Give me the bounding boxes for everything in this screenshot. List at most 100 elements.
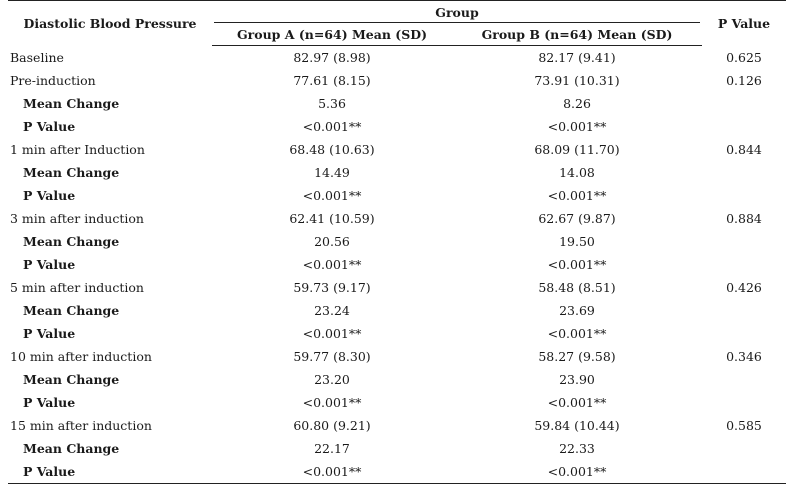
group-a-value: 77.61 (8.15) <box>293 73 371 88</box>
row-label: 10 min after induction <box>10 349 152 364</box>
group-b-value: <0.001** <box>547 257 607 272</box>
p-value <box>702 115 786 138</box>
p-value: 0.585 <box>726 418 762 433</box>
group-a-value: 82.97 (8.98) <box>293 50 371 65</box>
row-label: 3 min after induction <box>10 211 144 226</box>
group-a-value: <0.001** <box>302 188 362 203</box>
p-value <box>702 161 786 184</box>
group-b-value: 59.84 (10.44) <box>534 418 620 433</box>
group-a-value: 60.80 (9.21) <box>293 418 371 433</box>
row-label: P Value <box>23 326 76 341</box>
group-b-value: 8.26 <box>563 96 591 111</box>
group-b-value: <0.001** <box>547 326 607 341</box>
group-b-value: 19.50 <box>559 234 595 249</box>
table-row: Baseline 82.97 (8.98) 82.17 (9.41) 0.625 <box>8 46 786 70</box>
group-a-value: 14.49 <box>314 165 350 180</box>
group-b-value: 23.69 <box>559 303 595 318</box>
table-row: P Value <0.001** <0.001** <box>8 322 786 345</box>
group-b-value: 73.91 (10.31) <box>534 73 620 88</box>
table-row: P Value <0.001** <0.001** <box>8 184 786 207</box>
group-a-value: <0.001** <box>302 326 362 341</box>
row-label: Mean Change <box>23 372 120 387</box>
table-row: P Value <0.001** <0.001** <box>8 460 786 484</box>
p-value: 0.884 <box>726 211 762 226</box>
table-row: Mean Change 14.49 14.08 <box>8 161 786 184</box>
row-label: Mean Change <box>23 96 120 111</box>
table-row: 3 min after induction 62.41 (10.59) 62.67 … <box>8 207 786 230</box>
table-row: Mean Change 5.36 8.26 <box>8 92 786 115</box>
p-value <box>702 92 786 115</box>
header-group-a: Group A (n=64) Mean (SD) <box>212 23 452 46</box>
group-b-value: 62.67 (9.87) <box>538 211 616 226</box>
row-label: Mean Change <box>23 441 120 456</box>
p-value: 0.844 <box>726 142 762 157</box>
group-a-value: 59.73 (9.17) <box>293 280 371 295</box>
group-a-value: <0.001** <box>302 395 362 410</box>
row-label: 15 min after induction <box>10 418 152 433</box>
table-row: 15 min after induction 60.80 (9.21) 59.84 … <box>8 414 786 437</box>
group-a-value: 20.56 <box>314 234 350 249</box>
header-p-value: P Value <box>702 0 786 46</box>
group-a-value: 23.20 <box>314 372 350 387</box>
group-b-value: 58.27 (9.58) <box>538 349 616 364</box>
p-value <box>702 460 786 484</box>
group-b-value: <0.001** <box>452 460 702 484</box>
group-b-value: 82.17 (9.41) <box>538 50 616 65</box>
table-body: Baseline 82.97 (8.98) 82.17 (9.41) 0.625 Pre… <box>8 46 786 484</box>
row-label: P Value <box>23 188 76 203</box>
group-underline <box>214 22 700 23</box>
p-value <box>702 184 786 207</box>
row-label: P Value <box>23 395 76 410</box>
group-b-value: 58.48 (8.51) <box>538 280 616 295</box>
table-row: 10 min after induction 59.77 (8.30) 58.27 … <box>8 345 786 368</box>
p-value <box>702 322 786 345</box>
group-a-value: <0.001** <box>302 257 362 272</box>
row-label: Mean Change <box>23 303 120 318</box>
p-value: 0.126 <box>726 73 762 88</box>
table-row: P Value <0.001** <0.001** <box>8 115 786 138</box>
row-label: P Value <box>23 119 76 134</box>
row-label: Mean Change <box>23 234 120 249</box>
p-value: 0.625 <box>726 49 762 65</box>
table-row: P Value <0.001** <0.001** <box>8 253 786 276</box>
group-b-value: 22.33 <box>559 441 595 456</box>
row-label: Mean Change <box>23 165 120 180</box>
p-value <box>702 368 786 391</box>
group-a-value: 5.36 <box>318 96 346 111</box>
table-row: 1 min after Induction 68.48 (10.63) 68.09 … <box>8 138 786 161</box>
table-header: Diastolic Blood Pressure Group P Value G… <box>8 0 786 46</box>
table-row: Mean Change 23.20 23.90 <box>8 368 786 391</box>
group-b-value: <0.001** <box>547 395 607 410</box>
group-b-value: 14.08 <box>559 165 595 180</box>
header-group: Group <box>212 0 702 23</box>
header-variable: Diastolic Blood Pressure <box>8 0 212 46</box>
group-a-value: 22.17 <box>314 441 350 456</box>
group-b-value: 23.90 <box>559 372 595 387</box>
row-label: P Value <box>8 460 212 484</box>
p-value <box>702 437 786 460</box>
row-label: P Value <box>23 257 76 272</box>
table-row: Mean Change 20.56 19.50 <box>8 230 786 253</box>
group-a-value: <0.001** <box>212 460 452 484</box>
p-value: 0.426 <box>726 280 762 295</box>
group-a-value: <0.001** <box>302 119 362 134</box>
p-value <box>702 253 786 276</box>
group-a-value: 59.77 (8.30) <box>293 349 371 364</box>
row-label: Baseline <box>10 49 64 65</box>
group-a-value: 68.48 (10.63) <box>289 142 375 157</box>
p-value <box>702 230 786 253</box>
p-value <box>702 299 786 322</box>
header-group-label: Group <box>435 4 479 20</box>
row-label: 1 min after Induction <box>10 142 145 157</box>
table-row: Mean Change 23.24 23.69 <box>8 299 786 322</box>
p-value <box>702 391 786 414</box>
table-row: P Value <0.001** <0.001** <box>8 391 786 414</box>
table-row: Mean Change 22.17 22.33 <box>8 437 786 460</box>
group-a-value: 23.24 <box>314 303 350 318</box>
table-row: Pre-induction 77.61 (8.15) 73.91 (10.31) 0.… <box>8 69 786 92</box>
p-value: 0.346 <box>726 349 762 364</box>
header-group-b: Group B (n=64) Mean (SD) <box>452 23 702 46</box>
group-b-value: <0.001** <box>547 119 607 134</box>
row-label: 5 min after induction <box>10 280 144 295</box>
group-b-value: <0.001** <box>547 188 607 203</box>
